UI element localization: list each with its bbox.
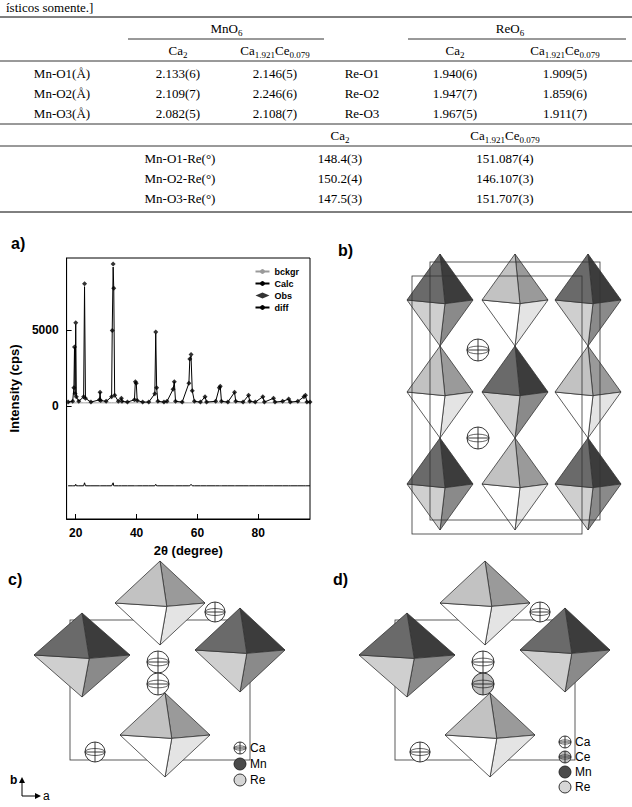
svg-text:150.2(4): 150.2(4) <box>318 171 362 186</box>
svg-text:b): b) <box>338 242 353 259</box>
svg-text:0: 0 <box>52 399 59 413</box>
svg-text:2θ (degree): 2θ (degree) <box>154 543 223 558</box>
svg-text:Ce: Ce <box>575 750 591 764</box>
svg-text:20: 20 <box>69 526 83 540</box>
svg-text:Re: Re <box>250 773 266 787</box>
svg-text:Ca2: Ca2 <box>169 43 188 60</box>
svg-text:Re-O1: Re-O1 <box>345 66 380 81</box>
svg-text:2.108(7): 2.108(7) <box>253 106 297 121</box>
svg-text:2.109(7): 2.109(7) <box>156 86 200 101</box>
svg-text:a: a <box>43 789 50 803</box>
svg-text:b: b <box>10 773 17 787</box>
svg-text:Calc: Calc <box>274 279 293 289</box>
svg-text:Ca1.921Ce0.079: Ca1.921Ce0.079 <box>470 128 540 145</box>
svg-text:2.133(6): 2.133(6) <box>156 66 200 81</box>
svg-text:Mn-O1-Re(°): Mn-O1-Re(°) <box>145 151 216 166</box>
svg-text:diff: diff <box>274 303 289 313</box>
svg-text:Ca: Ca <box>250 741 266 755</box>
svg-text:Intensity (cps): Intensity (cps) <box>7 344 22 432</box>
svg-text:1.940(6): 1.940(6) <box>433 66 477 81</box>
svg-text:Mn-O2(Å): Mn-O2(Å) <box>34 86 90 101</box>
svg-text:147.5(3): 147.5(3) <box>318 191 362 206</box>
svg-text:80: 80 <box>252 526 266 540</box>
svg-text:Ca2: Ca2 <box>331 128 350 145</box>
svg-text:MnO6: MnO6 <box>211 21 243 38</box>
svg-text:Mn-O2-Re(°): Mn-O2-Re(°) <box>145 171 216 186</box>
svg-text:2.246(6): 2.246(6) <box>253 86 297 101</box>
svg-text:1.947(7): 1.947(7) <box>433 86 477 101</box>
svg-text:151.707(3): 151.707(3) <box>476 191 533 206</box>
svg-text:1.911(7): 1.911(7) <box>543 106 587 121</box>
svg-text:Mn-O3(Å): Mn-O3(Å) <box>34 106 90 121</box>
svg-text:bckgr: bckgr <box>274 267 299 277</box>
svg-text:1.859(6): 1.859(6) <box>543 86 587 101</box>
svg-text:ReO6: ReO6 <box>496 21 525 38</box>
svg-text:Mn-O3-Re(°): Mn-O3-Re(°) <box>145 191 216 206</box>
svg-text:5000: 5000 <box>32 323 59 337</box>
svg-text:148.4(3): 148.4(3) <box>318 151 362 166</box>
svg-text:ísticos somente.]: ísticos somente.] <box>6 0 93 15</box>
svg-text:40: 40 <box>130 526 144 540</box>
svg-text:2.146(5): 2.146(5) <box>253 66 297 81</box>
svg-text:Ca1.921Ce0.079: Ca1.921Ce0.079 <box>530 43 600 60</box>
svg-text:60: 60 <box>191 526 205 540</box>
svg-text:a): a) <box>11 235 25 252</box>
svg-text:Re: Re <box>575 780 591 794</box>
svg-text:Ca: Ca <box>575 735 591 749</box>
svg-text:Re-O3: Re-O3 <box>345 106 380 121</box>
svg-text:2.082(5): 2.082(5) <box>156 106 200 121</box>
svg-text:Re-O2: Re-O2 <box>345 86 380 101</box>
svg-text:Mn: Mn <box>575 765 592 779</box>
svg-text:d): d) <box>333 571 348 588</box>
svg-text:Obs: Obs <box>274 291 292 301</box>
svg-text:Ca2: Ca2 <box>446 43 465 60</box>
svg-text:146.107(3): 146.107(3) <box>476 171 533 186</box>
svg-text:c): c) <box>8 571 22 588</box>
svg-text:Mn: Mn <box>250 757 267 771</box>
svg-text:Mn-O1(Å): Mn-O1(Å) <box>34 66 90 81</box>
svg-text:1.967(5): 1.967(5) <box>433 106 477 121</box>
svg-text:1.909(5): 1.909(5) <box>543 66 587 81</box>
svg-text:151.087(4): 151.087(4) <box>476 151 533 166</box>
svg-text:Ca1.921Ce0.079: Ca1.921Ce0.079 <box>240 43 310 60</box>
